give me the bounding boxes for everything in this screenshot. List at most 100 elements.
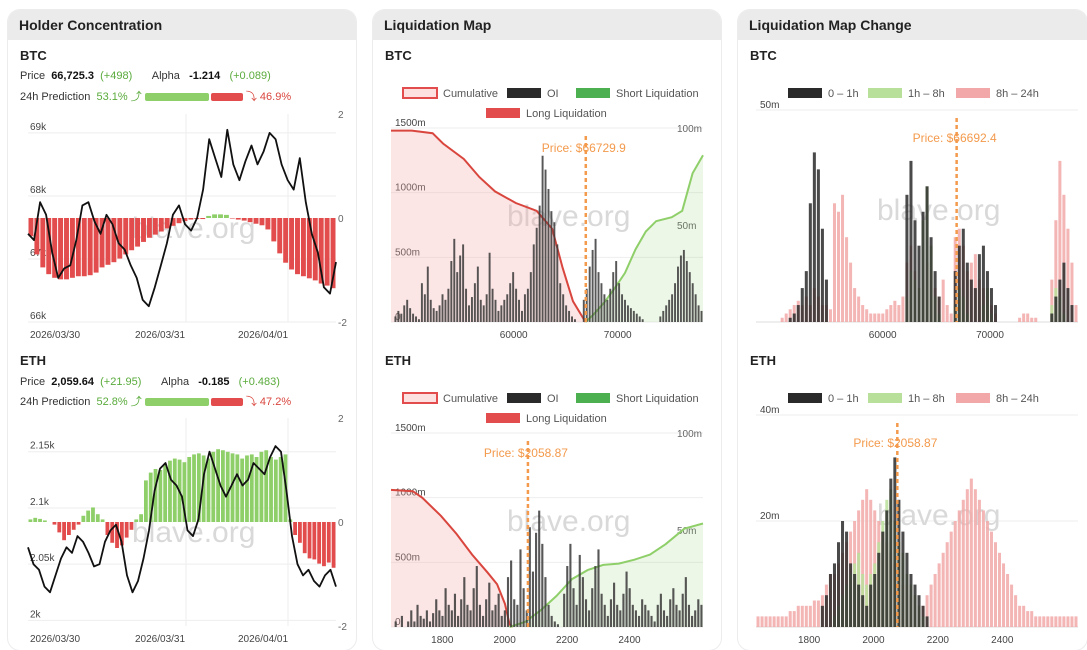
liq-change-bar [1034,317,1038,322]
liq-change-bar [897,305,901,322]
liq-change-bar [808,605,812,627]
concentration-bar [277,218,283,254]
oi-bar [621,294,624,322]
concentration-bar [247,218,253,223]
alpha-value: -0.185 [198,376,230,388]
x-tick-label: 2026/04/01 [238,330,288,341]
liq-change-bar [901,531,905,627]
concentration-bar [200,218,206,220]
liq-change-bar [949,313,953,322]
liq-change-bar [849,262,853,322]
concentration-bar [216,449,220,522]
oi-bar [547,604,550,627]
concentration-bar [123,218,129,255]
oi-bar [394,621,397,627]
liq-change-bar [837,211,841,322]
liq-change-bar [1070,616,1074,627]
oi-bar [571,316,573,322]
oi-bar [500,615,503,627]
liqchange-btc-chart: 0 – 1h 1h – 8h 8h – 24h 50m blave.org Price: … [738,70,1087,340]
oi-bar [522,588,525,627]
short-liquidation-line [509,522,704,628]
oi-bar [556,244,559,322]
prediction-label: 24h Prediction [20,396,91,408]
price-line [27,445,337,594]
liq-change-bar [804,271,808,322]
concentration-bar [34,218,40,255]
legend-swatch [402,392,438,404]
oi-bar [428,621,432,627]
liq-change-bar [957,245,961,322]
x-tick-label: 1800 [431,635,454,645]
concentration-bar [71,522,76,530]
liq-change-bar [800,288,804,322]
oi-bar [581,577,584,627]
short-cumulative-area [585,155,703,322]
oi-bar [512,272,515,322]
alpha-label: Alpha [151,70,180,82]
btc-price-row: Price 66,725.3 (+498) Alpha -1.214 (+0.0… [20,70,271,82]
concentration-bar [172,458,177,522]
current-price-label: Price: $2058.87 [853,436,937,450]
liq-change-bar [965,489,969,627]
oi-bar [526,288,529,322]
concentration-bar [76,522,81,525]
liq-change-bar [861,595,865,627]
concentration-bar [81,515,86,522]
eth-prediction-row: 24h Prediction 52.8% ⤴ ⤵ 47.2% [20,393,291,409]
y2-tick-label: 50m [677,221,696,232]
oi-bar [462,244,465,322]
liq-change-bar [881,313,885,322]
oi-bar [470,297,473,322]
concentration-bar [283,218,289,263]
oi-bar [662,610,666,627]
liq-change-bar [1058,616,1062,627]
legend-label: 0 – 1h [828,88,859,100]
x-tick-label: 2000 [494,635,517,645]
concentration-bar [278,457,283,522]
liq-change-bar [945,305,949,322]
liq-change-bar [841,194,845,322]
oi-bar [463,577,466,627]
oi-bar [544,169,547,322]
y-tick-label: 1500m [395,118,426,129]
oi-bar [466,604,469,627]
trend-down-icon: ⤵ [245,396,257,408]
y2-tick-label: 100m [677,429,702,440]
legend-label: OI [547,393,559,405]
oi-bar [441,615,444,627]
oi-bar [615,261,618,322]
concentration-bar [93,218,99,273]
y-tick-label: 0 [395,617,401,628]
oi-bar [619,610,622,627]
concentration-bar [254,457,259,522]
oi-bar [638,316,641,322]
panel-title: Holder Concentration [8,10,356,40]
legend-label: 8h – 24h [996,393,1039,405]
oi-bar [568,310,571,322]
legend-swatch [507,88,541,98]
liq-change-bar [853,574,857,627]
legend-swatch [402,87,438,99]
x-tick-label: 2026/03/30 [30,330,80,341]
short-cumulative-area [509,523,703,627]
oi-bar [429,299,432,322]
concentration-bar [110,522,115,543]
legend-swatch [788,393,822,403]
oi-bar [553,621,556,627]
price-value: 66,725.3 [51,70,95,82]
liq-change-bar [1062,616,1066,627]
liq-change-bar [792,313,796,322]
oi-bar [506,577,510,627]
legend-swatch [956,88,990,98]
liq-change-bar [925,616,929,627]
x-tick-label: 1800 [798,635,821,645]
liq-change-bar [1050,616,1054,627]
oi-bar [556,624,559,627]
oi-bar [650,615,653,627]
oi-bar [632,310,635,322]
liq-change-bar [893,300,897,322]
oi-bar [516,604,519,627]
concentration-bar [164,218,170,229]
x-tick-label: 2200 [556,635,579,645]
